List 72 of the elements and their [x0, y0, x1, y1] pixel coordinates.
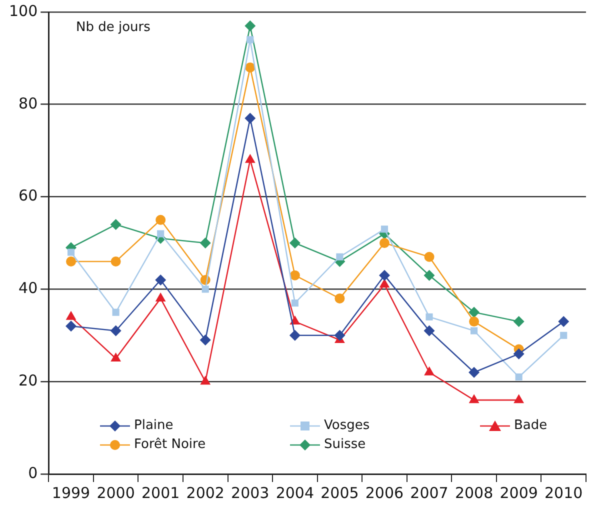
point	[157, 230, 164, 238]
x-tick-label: 2000	[96, 484, 135, 502]
y-tick-label: 60	[18, 186, 38, 205]
point	[515, 373, 522, 381]
point	[112, 308, 120, 316]
legend-label: Vosges	[324, 418, 370, 433]
point	[424, 270, 435, 281]
point	[156, 214, 166, 225]
point	[245, 62, 256, 72]
x-tick-label: 2005	[320, 484, 359, 502]
point	[200, 334, 211, 346]
point	[110, 256, 121, 266]
x-tick-label: 2007	[410, 484, 448, 502]
y-tick-label: 20	[18, 371, 38, 390]
point	[67, 248, 75, 256]
point	[470, 327, 478, 334]
point	[380, 226, 388, 233]
point	[514, 394, 524, 404]
point	[468, 306, 480, 318]
point	[513, 316, 524, 328]
point	[155, 292, 166, 302]
point	[290, 270, 300, 280]
point	[560, 332, 568, 339]
x-tick-label: 2003	[231, 484, 270, 502]
y-tick-label: 100	[8, 2, 38, 20]
legend-label: Suisse	[324, 437, 366, 452]
x-tick-label: 2009	[500, 484, 538, 502]
point	[424, 366, 434, 376]
point	[424, 252, 434, 262]
point	[289, 238, 300, 248]
point	[468, 394, 480, 404]
point	[66, 320, 77, 332]
y-axis-title: Nb de jours	[76, 20, 150, 35]
point	[378, 270, 390, 281]
point	[246, 36, 254, 44]
point	[558, 316, 570, 328]
x-tick-label: 2001	[141, 484, 180, 502]
point	[379, 238, 390, 248]
y-tick-label: 0	[28, 464, 38, 482]
point	[291, 300, 298, 307]
legend-label: Plaine	[134, 418, 174, 433]
x-tick-label: 1999	[52, 484, 90, 502]
point	[66, 256, 76, 266]
legend-label: Forêt Noire	[134, 437, 206, 452]
point	[244, 112, 256, 124]
point	[469, 316, 480, 327]
point	[289, 330, 300, 341]
point	[110, 352, 121, 362]
point	[200, 238, 211, 248]
point	[200, 376, 211, 385]
x-tick-label: 2008	[454, 484, 494, 502]
point	[336, 253, 344, 260]
point	[334, 330, 346, 341]
point	[334, 293, 345, 304]
x-tick-label: 2010	[544, 484, 583, 502]
y-tick-label: 40	[18, 279, 38, 298]
x-tick-label: 2006	[365, 484, 404, 502]
point	[155, 274, 166, 286]
y-tick-label: 80	[18, 94, 38, 112]
point	[424, 325, 435, 336]
point	[379, 278, 390, 288]
point	[513, 348, 524, 360]
point	[202, 286, 209, 293]
point	[66, 310, 76, 320]
point	[468, 366, 480, 378]
point	[110, 325, 122, 336]
point	[110, 219, 122, 230]
point	[244, 20, 256, 32]
legend-label: Bade	[514, 418, 548, 433]
x-tick-label: 2004	[276, 484, 314, 502]
x-tick-label: 2002	[186, 484, 224, 502]
point	[426, 313, 433, 320]
